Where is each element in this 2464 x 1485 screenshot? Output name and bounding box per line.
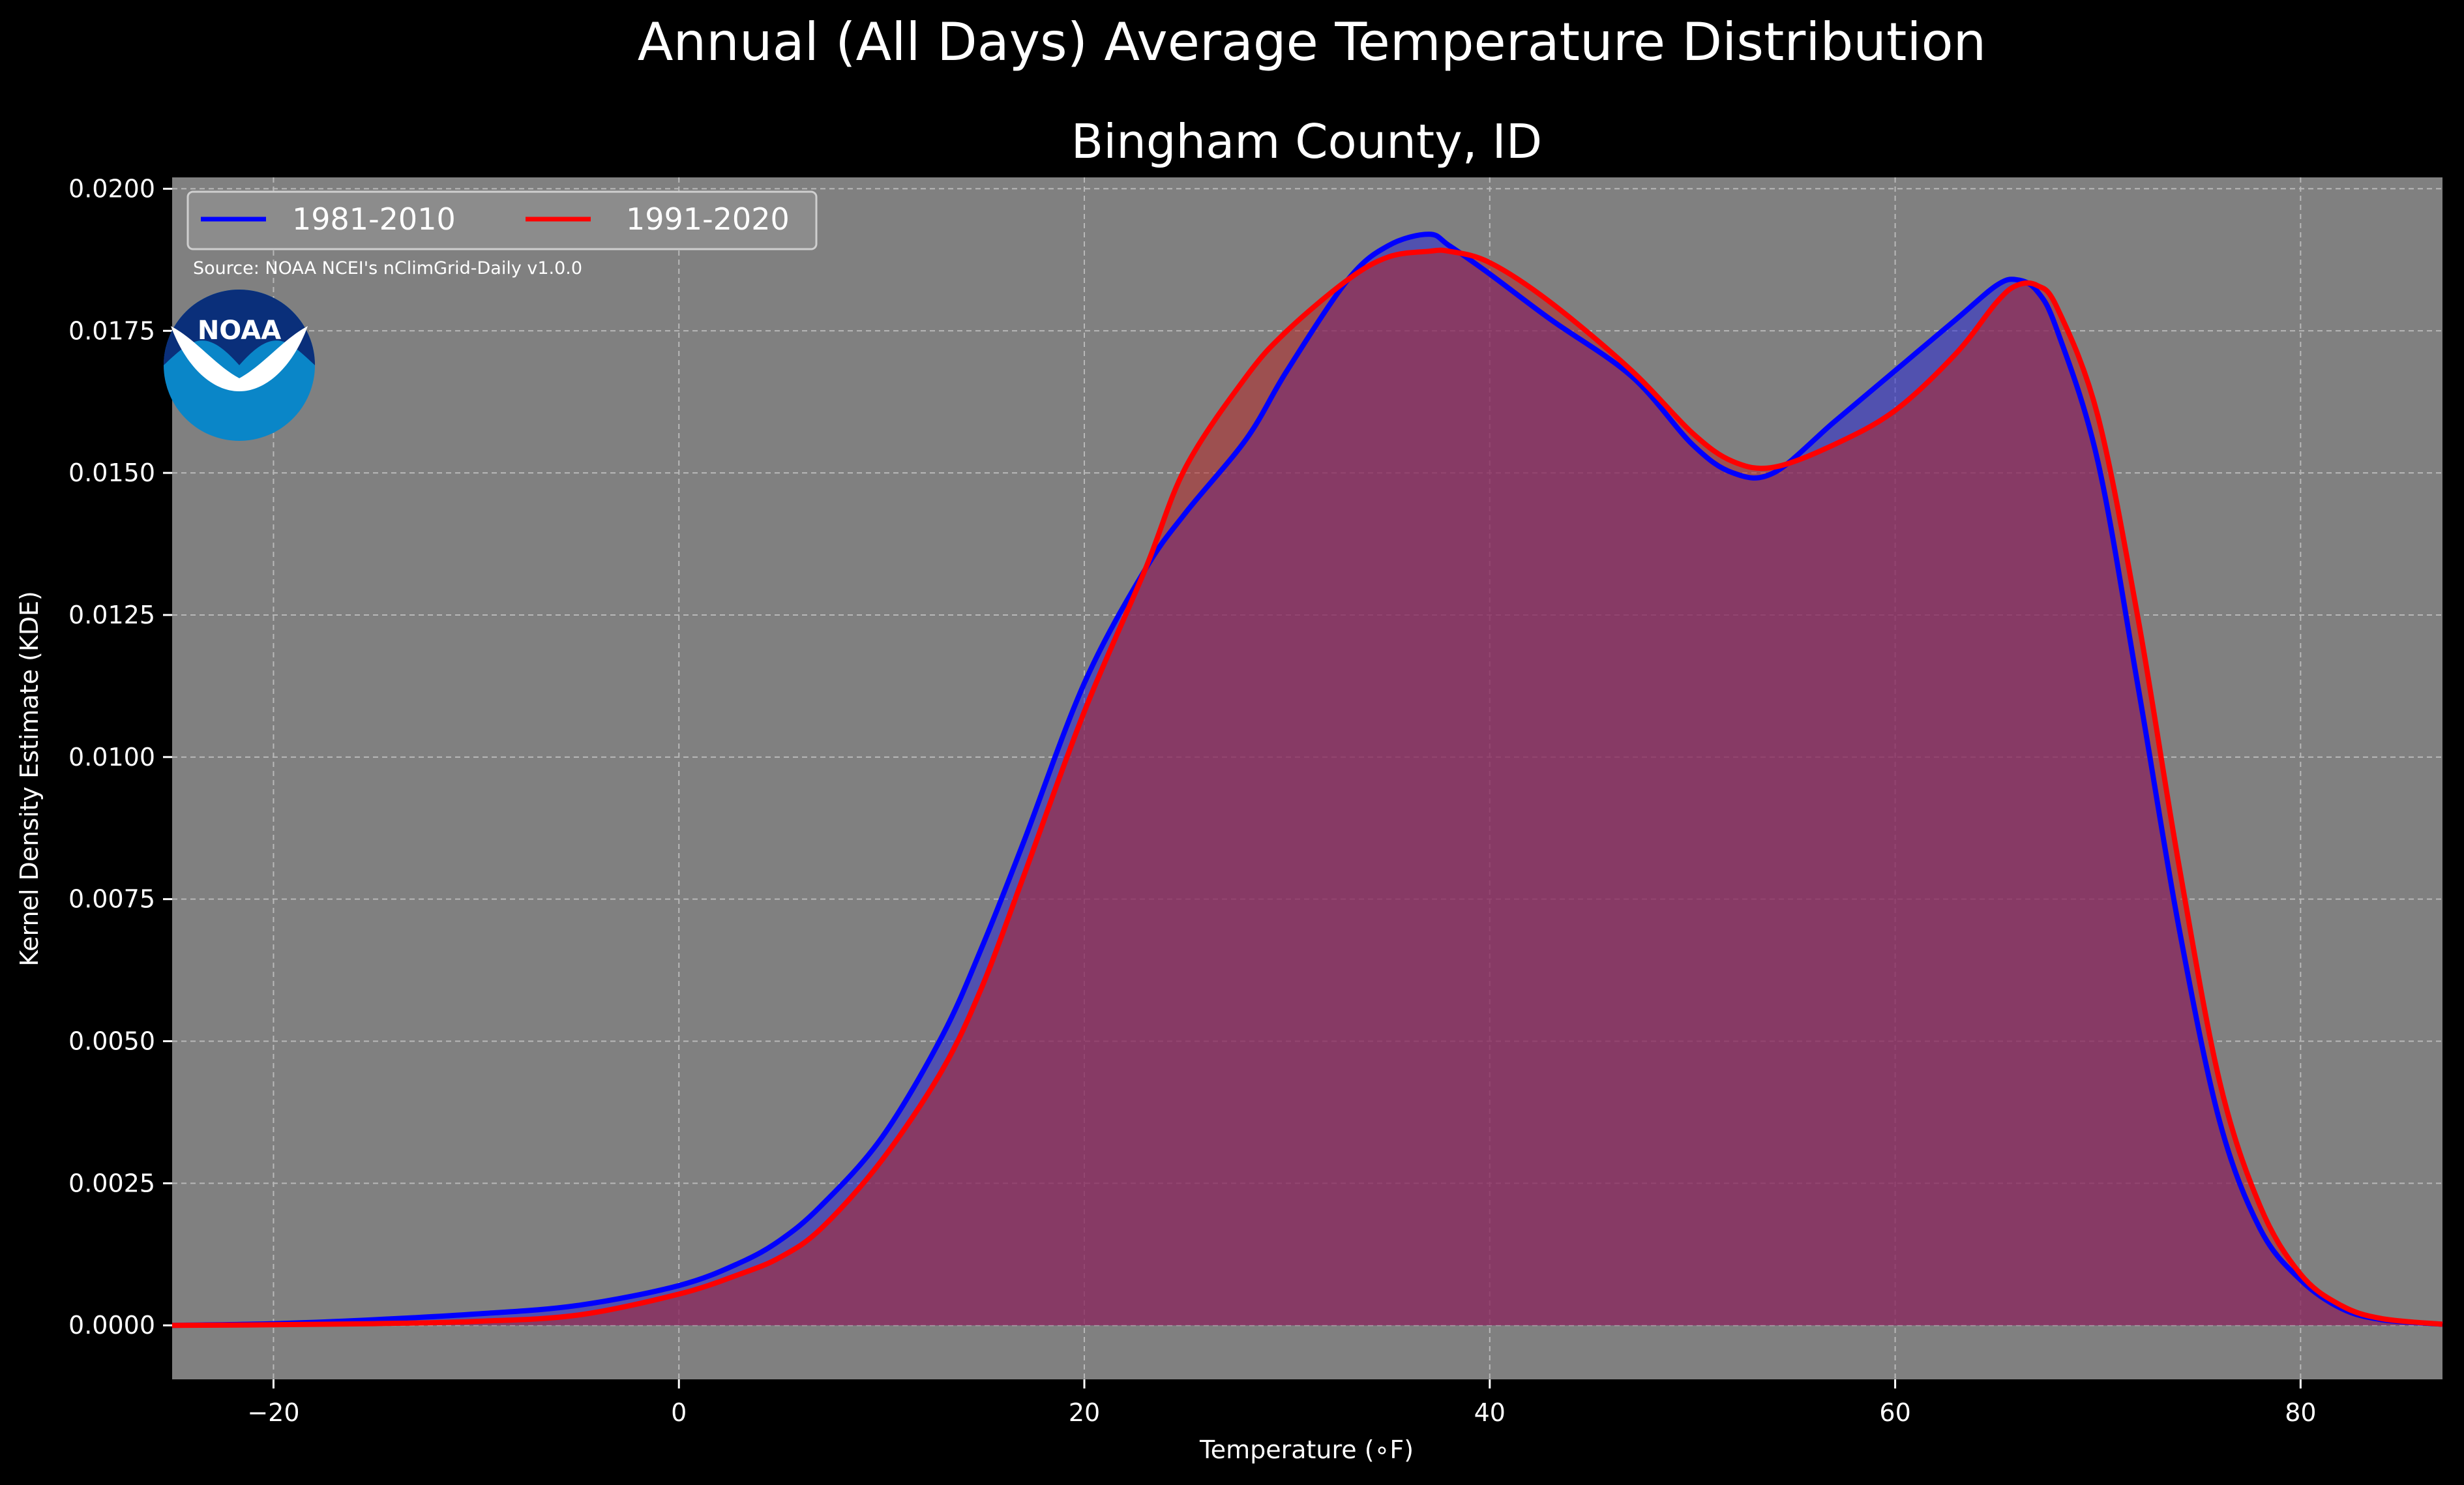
series-fill-1991-2020 [172,250,2442,1326]
x-axis-label: Temperature (∘F) [1199,1435,1414,1464]
y-tick-label: 0.0075 [68,885,155,914]
y-tick-label: 0.0000 [68,1311,155,1340]
x-tick-label: −20 [247,1398,299,1427]
y-tick-label: 0.0200 [68,174,155,203]
y-tick-label: 0.0175 [68,316,155,345]
y-tick-label: 0.0025 [68,1169,155,1197]
legend: 1981-2010 1991-2020 [186,190,818,250]
noaa-logo-text: NOAA [198,316,281,346]
series-fills [172,234,2442,1326]
y-axis-label: Kernel Density Estimate (KDE) [15,591,44,967]
figure-suptitle: Annual (All Days) Average Temperature Di… [638,12,1986,72]
legend-label-1991-2020: 1991-2020 [626,202,790,237]
y-tick-label: 0.0100 [68,743,155,772]
source-note: Source: NOAA NCEI's nClimGrid-Daily v1.0… [193,258,582,278]
series-lines [171,232,2443,1328]
x-tick-label: 80 [2285,1398,2316,1427]
y-tick-label: 0.0125 [68,601,155,629]
noaa-logo-icon: NOAA [164,290,315,441]
legend-box [186,190,818,250]
x-tick-label: 60 [1879,1398,1910,1427]
chart-title: Bingham County, ID [1071,114,1542,169]
legend-label-1981-2010: 1981-2010 [292,202,456,237]
axis-ticks: −20 0 20 40 60 80 0.0000 0.0025 0.0050 0.0075 0.01… [68,174,2317,1427]
y-tick-label: 0.0150 [68,458,155,487]
x-tick-label: 0 [671,1398,687,1427]
x-tick-label: 40 [1474,1398,1506,1427]
series-line-1991-2020 [171,247,2443,1328]
y-tick-label: 0.0050 [68,1027,155,1056]
x-tick-label: 20 [1069,1398,1100,1427]
